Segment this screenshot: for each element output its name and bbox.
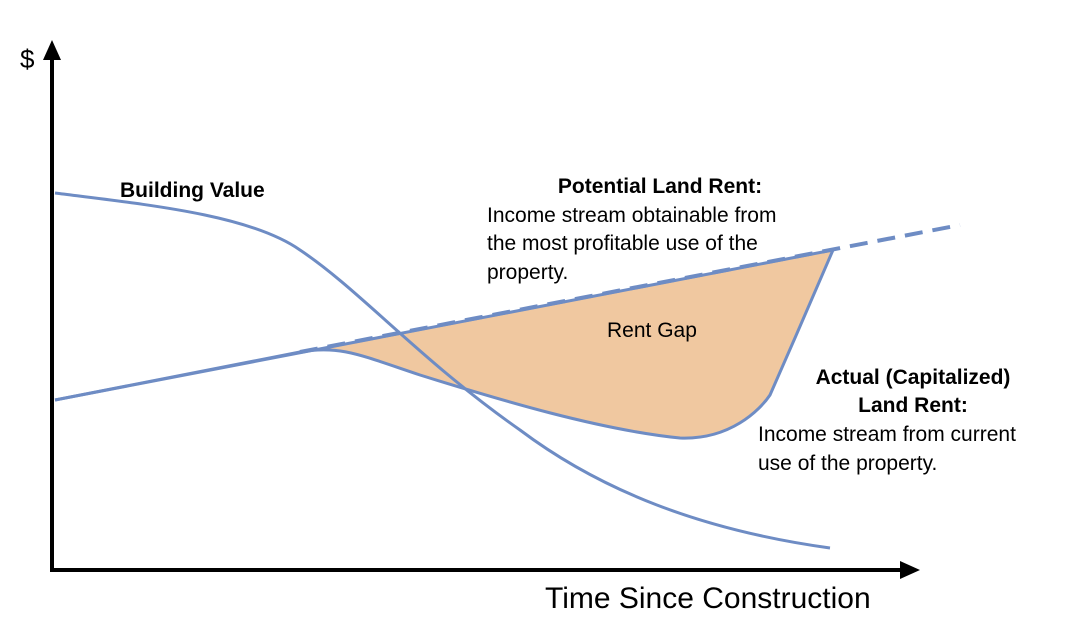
actual-title: Land Rent: <box>858 394 968 417</box>
x-axis-label: Time Since Construction <box>545 582 871 615</box>
y-axis-arrow <box>43 40 61 60</box>
actual-line: Income stream from current <box>758 423 1016 446</box>
rent-gap-label: Rent Gap <box>607 319 697 342</box>
potential-line: Income stream obtainable from <box>487 204 776 227</box>
potential-line: the most profitable use of the <box>487 232 758 255</box>
actual-rent-curve <box>54 249 835 440</box>
actual-line: use of the property. <box>758 452 937 475</box>
x-axis-arrow <box>900 561 920 579</box>
building-value-label: Building Value <box>120 179 265 202</box>
rent-gap-area <box>300 250 833 439</box>
potential-rent-dashed <box>299 223 961 354</box>
potential-line: property. <box>487 261 568 284</box>
potential-title: Potential Land Rent: <box>558 175 762 198</box>
actual-title: Actual (Capitalized) <box>816 366 1011 389</box>
y-axis-label: $ <box>20 44 35 74</box>
building-value-curve <box>54 191 831 550</box>
